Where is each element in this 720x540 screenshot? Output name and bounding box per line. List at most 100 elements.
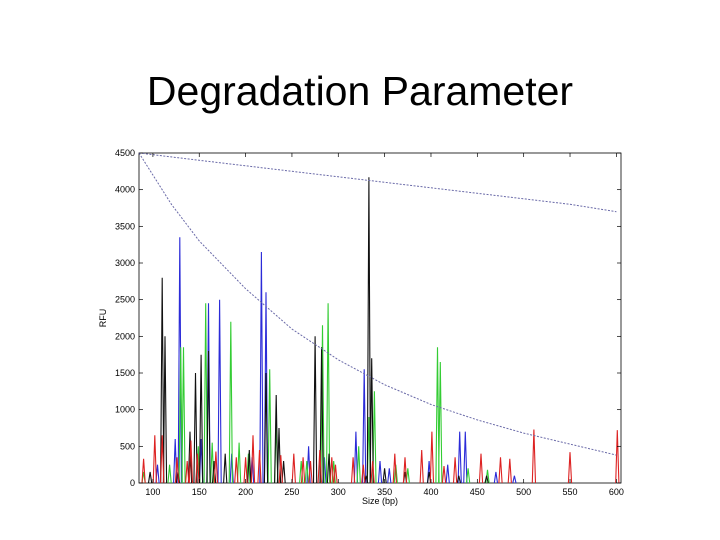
peak-green — [438, 361, 443, 484]
peak-green — [267, 369, 272, 484]
peak-black — [366, 177, 372, 484]
peak-green — [325, 303, 331, 484]
peak-black — [223, 453, 228, 484]
peak-black — [312, 336, 318, 484]
peak-blue — [217, 299, 222, 484]
peak-green — [465, 468, 471, 484]
peak-green — [435, 347, 440, 484]
peak-red — [152, 435, 157, 484]
peak-black — [281, 460, 286, 484]
peak-red — [402, 457, 408, 484]
peak-black — [326, 453, 332, 484]
y-tick-label: 2000 — [115, 331, 135, 341]
x-tick-label: 200 — [238, 487, 253, 497]
peak-green — [203, 303, 208, 484]
peak-red — [333, 464, 338, 484]
y-tick-label: 4500 — [115, 148, 135, 158]
peak-blue — [259, 251, 264, 484]
peak-blue — [362, 369, 367, 484]
peak-red — [507, 458, 512, 484]
peak-black — [160, 277, 165, 484]
peak-red — [350, 457, 356, 484]
degradation-curves — [138, 152, 617, 456]
y-tick-label: 500 — [120, 441, 135, 451]
peak-black — [162, 336, 168, 484]
peak-black — [198, 354, 204, 484]
peak-red — [250, 435, 256, 484]
x-tick-label: 500 — [516, 487, 531, 497]
y-tick-label: 4000 — [115, 185, 135, 195]
x-axis-label: Size (bp) — [362, 496, 398, 506]
y-axis-label: RFU — [98, 309, 108, 328]
peak-red — [243, 457, 248, 484]
y-tick-label: 2500 — [115, 295, 135, 305]
peak-red — [195, 453, 200, 484]
peak-black — [369, 358, 374, 484]
peak-black — [456, 475, 461, 484]
peak-red — [185, 460, 190, 484]
peak-red — [478, 453, 484, 484]
x-tick-label: 250 — [284, 487, 299, 497]
x-tick-label: 400 — [423, 487, 438, 497]
peak-blue — [387, 468, 392, 484]
x-tick-label: 450 — [470, 487, 485, 497]
peak-red — [257, 449, 262, 484]
peak-red — [174, 457, 180, 484]
peak-black — [147, 471, 153, 484]
peak-black — [187, 431, 193, 484]
peak-black — [263, 372, 269, 484]
peak-black — [193, 372, 198, 484]
x-tick-label: 150 — [192, 487, 207, 497]
peak-red — [317, 449, 322, 484]
peak-red — [361, 464, 366, 484]
peak-green — [228, 321, 233, 484]
peak-black — [319, 347, 324, 484]
peak-red — [188, 440, 194, 484]
y-tick-label: 3000 — [115, 258, 135, 268]
degradation-curve-1 — [138, 152, 617, 213]
x-tick-label: 600 — [609, 487, 624, 497]
peak-red — [441, 466, 447, 484]
peak-green — [178, 347, 183, 484]
y-tick-label: 1500 — [115, 368, 135, 378]
slide-title: Degradation Parameter — [146, 68, 574, 114]
peak-red — [160, 435, 165, 484]
peak-green — [236, 442, 242, 484]
y-tick-label: 1000 — [115, 405, 135, 415]
peak-red — [308, 460, 313, 484]
peak-green — [167, 464, 172, 484]
peak-red — [498, 457, 503, 484]
peak-red — [329, 457, 334, 484]
peak-red — [392, 453, 397, 484]
peak-green — [356, 446, 361, 484]
peak-red — [234, 457, 239, 484]
peak-red — [452, 457, 458, 484]
peak-green — [181, 347, 186, 484]
peak-black — [274, 394, 279, 484]
peak-blue — [457, 431, 462, 484]
x-tick-label: 100 — [145, 487, 160, 497]
peak-blue — [512, 475, 517, 484]
peak-black — [247, 449, 252, 484]
peak-black — [206, 350, 211, 484]
axis-ticks: 100 150 200 250 300 350 400 450 500 550 600 0 500 100… — [115, 148, 624, 497]
peak-blue — [377, 460, 383, 484]
peak-black — [382, 468, 387, 484]
peak-red — [531, 429, 537, 484]
peak-red — [370, 460, 375, 484]
peak-blue — [445, 464, 450, 484]
peak-green — [304, 460, 309, 484]
peak-blue — [353, 431, 359, 484]
peak-red — [567, 452, 573, 484]
x-tick-label: 550 — [563, 487, 578, 497]
peak-red — [615, 430, 620, 484]
y-tick-label: 0 — [130, 478, 135, 488]
peak-red — [278, 455, 283, 484]
peaks-layer — [141, 177, 620, 484]
x-tick-label: 350 — [377, 487, 392, 497]
peak-red — [291, 453, 296, 484]
x-tick-label: 300 — [331, 487, 346, 497]
peak-blue — [493, 471, 499, 484]
peak-black — [484, 475, 489, 484]
